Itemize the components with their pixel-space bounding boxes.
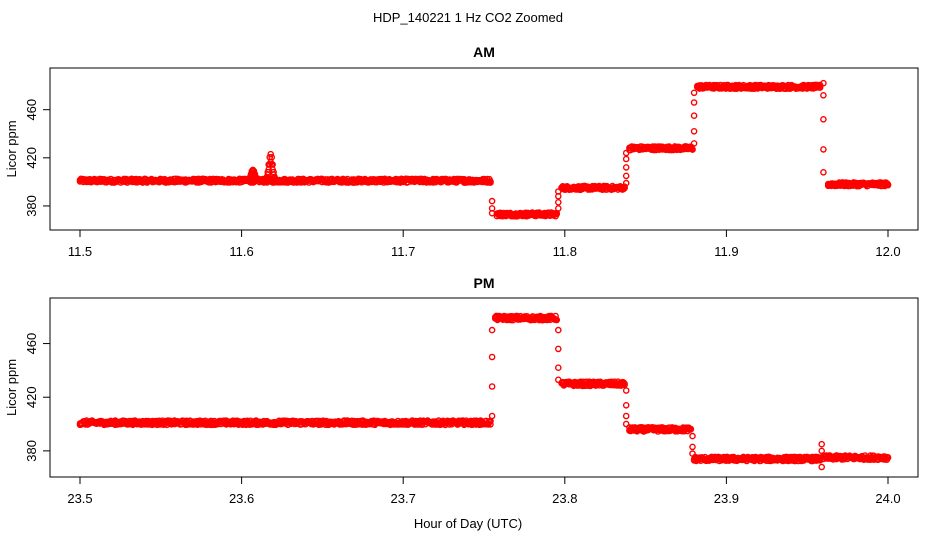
data-point [622, 172, 630, 180]
data-point [487, 421, 494, 428]
y-tick-label: 380 [24, 440, 39, 462]
data-point [690, 89, 698, 97]
data-point [689, 443, 696, 451]
data-points [76, 312, 892, 471]
data-point [555, 364, 562, 372]
plot-frame [49, 67, 919, 231]
data-point [816, 456, 824, 464]
panel-title: PM [474, 275, 495, 291]
data-point [268, 153, 276, 161]
x-axis-label: Hour of Day (UTC) [414, 516, 522, 531]
panel-am: AM Licor ppm 11.5 11.6 11.7 11.8 11.9 12.0 380 42… [4, 44, 919, 259]
x-tick-label: 11.7 [391, 244, 415, 259]
data-point [689, 146, 696, 153]
data-point [555, 376, 562, 384]
panel-title: AM [473, 44, 495, 60]
data-point [820, 168, 827, 176]
data-point [816, 84, 824, 91]
x-tick-label: 23.6 [229, 491, 254, 506]
figure-title: HDP_140221 1 Hz CO2 Zoomed [373, 10, 563, 25]
data-point [687, 425, 695, 433]
y-axis-label: Licor ppm [4, 359, 19, 416]
x-tick-label: 11.6 [229, 244, 253, 259]
data-point [488, 353, 496, 361]
data-point [622, 401, 630, 409]
y-tick-label: 380 [24, 195, 39, 217]
plot-frame [49, 297, 919, 478]
data-point [555, 205, 562, 212]
y-tick-label: 420 [24, 147, 39, 169]
y-tick-label: 460 [24, 99, 39, 121]
y-axis-label: Licor ppm [4, 120, 19, 177]
data-point [555, 326, 562, 334]
data-point [555, 198, 562, 206]
data-point [820, 79, 827, 87]
data-point [488, 197, 496, 205]
data-point [552, 312, 559, 320]
panel-pm: PM Licor ppm 23.5 23.6 23.7 23.8 23.9 24.0 380 42… [4, 275, 919, 506]
data-point [488, 209, 496, 217]
data-point [267, 150, 275, 158]
data-point [884, 454, 892, 461]
data-point [622, 412, 630, 420]
data-point [555, 345, 562, 353]
data-point [622, 149, 630, 157]
x-tick-label: 12.0 [875, 244, 900, 259]
x-tick-label: 23.5 [67, 491, 92, 506]
y-tick-label: 460 [24, 333, 39, 355]
data-point [488, 412, 496, 420]
data-point [553, 316, 561, 324]
data-point [263, 174, 271, 182]
x-tick-label: 23.9 [714, 491, 739, 506]
data-point [622, 387, 630, 394]
data-point [622, 155, 630, 163]
x-tick-label: 11.8 [553, 244, 577, 259]
x-tick-label: 24.0 [875, 491, 900, 506]
data-point [820, 146, 827, 153]
x-tick-label: 11.5 [68, 244, 92, 259]
data-points [76, 79, 892, 220]
data-point [622, 164, 630, 171]
x-tick-label: 11.9 [714, 244, 738, 259]
data-point [689, 432, 696, 440]
x-tick-label: 23.7 [391, 491, 416, 506]
data-point [818, 447, 826, 455]
data-point [555, 188, 562, 195]
data-point [690, 112, 698, 119]
data-point [818, 440, 826, 448]
panels: AM Licor ppm 11.5 11.6 11.7 11.8 11.9 12.0 380 42… [4, 44, 919, 506]
data-point [818, 463, 826, 471]
data-point [621, 381, 628, 389]
y-tick-label: 420 [24, 386, 39, 408]
data-point [690, 140, 698, 147]
data-point [487, 178, 494, 185]
data-point [254, 176, 262, 184]
data-point [884, 181, 892, 189]
data-point [488, 326, 496, 334]
data-point [622, 420, 630, 428]
data-point [488, 383, 496, 390]
data-point [690, 127, 698, 135]
data-point [689, 450, 696, 457]
data-point [820, 116, 827, 123]
data-point [622, 179, 630, 187]
data-point [690, 99, 698, 106]
x-tick-label: 23.8 [552, 491, 577, 506]
data-point [272, 176, 279, 184]
data-point [820, 92, 827, 99]
